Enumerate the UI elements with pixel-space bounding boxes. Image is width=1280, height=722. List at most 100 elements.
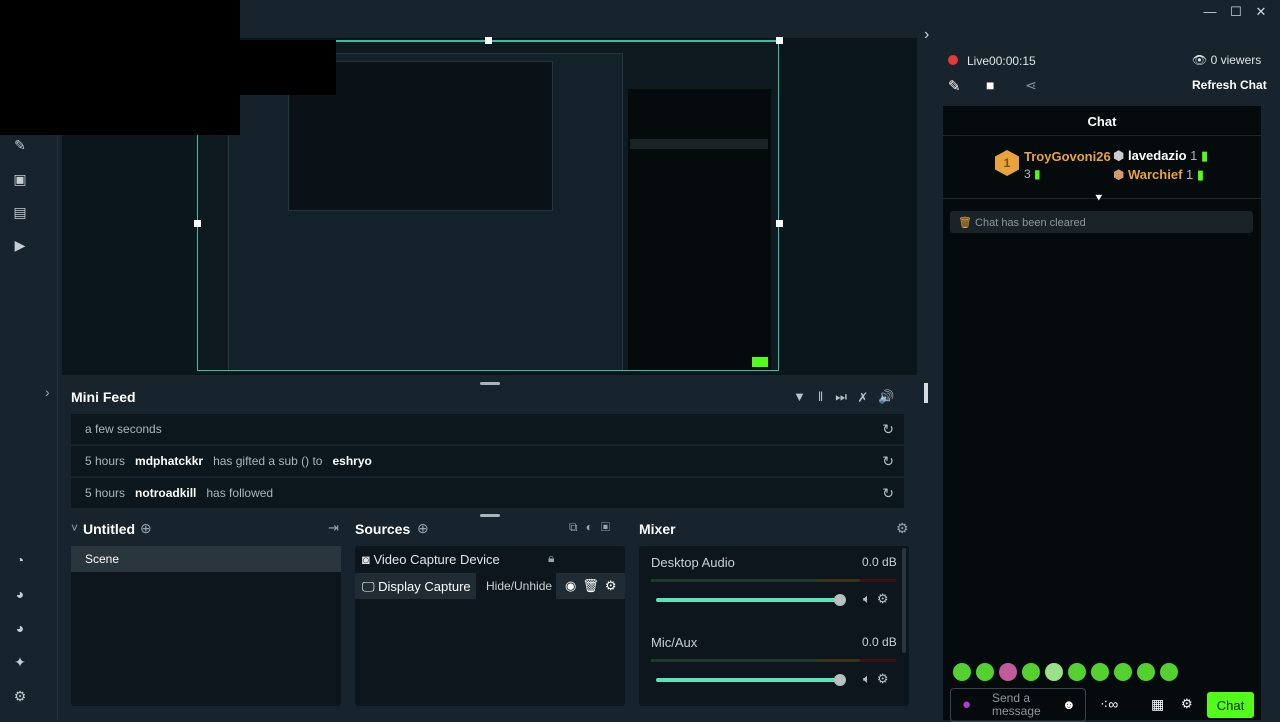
sources-title: Sources [355,521,411,537]
emote-icon[interactable] [1137,663,1155,681]
level-meter [651,659,896,662]
dashboard-icon[interactable]: ◔ [15,552,25,568]
mute-alerts-icon[interactable]: ✗ [858,389,879,404]
devices-icon[interactable]: ⧉ [569,520,586,534]
chat-title: Chat [943,106,1261,136]
refresh-chat-button[interactable]: Refresh Chat [1192,78,1267,92]
scrollbar[interactable] [902,548,906,653]
store-icon[interactable]: ▦ [1151,696,1165,712]
emote-icon[interactable] [976,663,994,681]
replay-icon[interactable]: ↻ [882,452,894,469]
source-item[interactable]: 🖵︎ Display Capture [362,579,471,595]
source-toolbar: ⧉◐▣ [569,520,618,535]
gear-icon[interactable]: ⚙ [876,671,895,686]
scene-item[interactable]: Scene [71,546,341,572]
resize-handle[interactable] [485,37,492,44]
live-label: Live [967,54,990,68]
sparkle-icon[interactable]: ✦ [14,654,26,670]
camera-icon[interactable]: ■ [986,77,995,93]
minimize-button[interactable]: — [1203,4,1217,19]
sources-list [355,546,625,706]
store-icon[interactable]: ▣ [13,171,27,187]
webcam-icon: ◙ [362,552,374,567]
resize-grip[interactable] [480,382,500,385]
transition-icon[interactable]: ⇥ [328,520,339,535]
share-icon[interactable]: ⋖ [1025,77,1037,93]
emote-icon[interactable] [1091,663,1109,681]
skip-icon[interactable]: ⏭ [835,389,859,404]
help-alt-icon[interactable]: ◕ [15,620,25,636]
feed-time: a few seconds [85,422,162,436]
folder-icon[interactable]: ▣ [600,520,618,534]
gear-icon[interactable]: ⚙ [13,688,27,704]
pause-icon[interactable]: ‖ [817,389,836,404]
replay-icon[interactable]: ↻ [882,420,894,437]
slider-knob[interactable] [834,594,846,606]
gift-icon: ▮ [1196,167,1205,182]
resize-handle[interactable] [776,220,783,227]
microphone-icon[interactable]: ● [962,696,972,713]
emote-icon[interactable] [1045,663,1063,681]
emote-icon[interactable] [1114,663,1132,681]
mic-icon[interactable]: ◐ [585,520,601,534]
nested-cleared [630,139,768,149]
volume-slider[interactable] [656,678,838,682]
feed-time: 5 hours [85,454,126,468]
speaker-icon[interactable]: 🔈︎ [863,671,877,686]
source-item[interactable]: ◙ Video Capture Device [362,552,500,567]
resize-grip[interactable] [480,514,500,517]
redacted-region [0,0,240,135]
emote-icon[interactable] [1160,663,1178,681]
volume-icon[interactable]: 🔊 [878,389,907,404]
feed-row: 5 hours mdphatckkr has gifted a sub () t… [71,446,904,476]
add-scene-icon[interactable]: ⊕ [140,520,152,536]
chat-settings-icon[interactable]: ⚙ [1181,696,1193,711]
eye-icon: 👁︎ [1192,53,1211,67]
speaker-icon[interactable]: 🔈︎ [863,591,877,606]
play-icon[interactable]: ▶ [14,237,26,253]
filter-icon[interactable]: ▼ [793,389,818,404]
gift-icon: ▮ [1201,148,1209,163]
leader-name: TroyGovoni26 [1024,149,1111,164]
level-meter [651,579,896,582]
eye-icon[interactable]: ◉ [565,578,583,593]
channel-db: 0.0 dB [862,555,897,569]
close-button[interactable]: ✕ [1255,4,1267,19]
volume-slider[interactable] [656,598,838,602]
wrench-icon[interactable]: ✎ [14,137,26,153]
clapperboard-icon[interactable]: ▤ [13,204,27,220]
frame-top-border [240,40,779,42]
help-icon[interactable]: ◕ [15,586,25,602]
divider [943,198,1261,199]
slider-knob[interactable] [834,674,846,686]
trash-icon[interactable]: 🗑︎ [582,578,605,593]
resize-handle[interactable] [776,37,783,44]
tooltip: Hide/Unhide [476,573,556,599]
source-label: Video Capture Device [373,552,500,567]
mixer-settings-icon[interactable]: ⚙ [896,520,909,536]
add-source-icon[interactable]: ⊕ [417,520,429,536]
chat-placeholder: Send a message [992,691,1041,718]
monitor-icon: 🖵︎ [362,579,379,594]
channel-points-icon[interactable]: ⁖∞ [1100,696,1119,712]
resize-handle[interactable] [194,220,201,227]
collapse-leaderboard-icon[interactable]: ⯆ [1094,191,1104,205]
replay-icon[interactable]: ↻ [882,484,894,501]
expand-chevron-icon[interactable]: › [45,384,50,400]
emoji-icon[interactable]: ☻ [1062,697,1076,712]
emote-icon[interactable] [999,663,1017,681]
emote-icon[interactable] [1022,663,1040,681]
edit-icon[interactable]: ✎ [948,78,961,95]
lock-icon[interactable]: 🔒︎ [548,551,555,565]
scenes-title[interactable]: Untitled [83,521,136,537]
maximize-button[interactable]: ☐ [1230,4,1242,19]
leader-name: lavedazio [1127,148,1187,163]
emote-icon[interactable] [1068,663,1086,681]
scrollbar[interactable] [924,383,928,403]
collapse-chevron-icon[interactable]: ˅ [71,521,79,535]
expand-chat-chevron-icon[interactable]: › [924,26,930,43]
gear-icon[interactable]: ⚙ [604,578,623,593]
gear-icon[interactable]: ⚙ [876,591,895,606]
emote-icon[interactable] [953,663,971,681]
send-chat-button[interactable]: Chat [1207,692,1254,718]
